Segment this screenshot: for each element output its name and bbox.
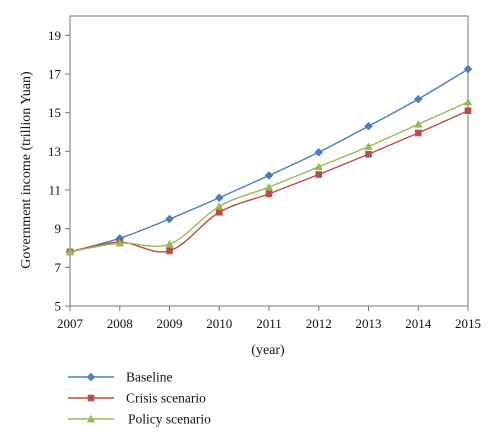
legend-label: Policy scenario [128, 412, 211, 427]
y-tick-label: 13 [48, 144, 61, 159]
series-policy-scenario [65, 97, 473, 256]
data-point [165, 214, 174, 224]
data-point [215, 202, 224, 210]
x-tick-label: 2013 [356, 316, 382, 331]
legend-label: Baseline [126, 370, 173, 385]
data-point [464, 107, 472, 115]
y-tick-label: 17 [48, 67, 62, 82]
x-tick-label: 2009 [157, 316, 183, 331]
legend-marker [86, 372, 96, 382]
data-point [214, 193, 224, 203]
y-tick-label: 5 [55, 299, 62, 314]
x-tick-label: 2015 [455, 316, 481, 331]
data-point [264, 171, 274, 180]
data-point [364, 142, 373, 150]
x-tick-label: 2012 [306, 316, 332, 331]
x-tick-label: 2014 [405, 316, 432, 331]
data-point [215, 208, 223, 216]
series-line [69, 110, 469, 253]
plot-border [69, 15, 469, 307]
data-point [165, 239, 174, 248]
y-axis: 5 7 9 11 13 15 17 19 [48, 28, 70, 314]
data-point [264, 182, 274, 191]
y-axis-label: Government income (trillion Yuan) [19, 71, 34, 269]
y-tick-label: 15 [48, 105, 61, 120]
series-crisis-scenario [66, 107, 472, 256]
data-point [65, 247, 75, 256]
x-tick-label: 2011 [256, 316, 282, 331]
data-point [314, 147, 324, 157]
data-point [314, 162, 323, 171]
plot-area [69, 15, 469, 307]
legend-label: Crisis scenario [126, 391, 206, 406]
series-baseline [65, 64, 473, 257]
data-point [414, 129, 422, 137]
legend: Baseline Crisis scenario Policy scenario [68, 370, 211, 427]
y-tick-label: 9 [55, 221, 62, 236]
y-tick-label: 7 [55, 260, 62, 275]
x-tick-label: 2010 [206, 316, 232, 331]
data-point [115, 238, 124, 247]
data-point [364, 121, 373, 131]
x-tick-label: 2007 [57, 316, 84, 331]
data-point [414, 120, 423, 128]
series-line [69, 68, 469, 253]
y-tick-label: 11 [48, 183, 61, 198]
data-point [166, 247, 173, 255]
data-point [463, 97, 473, 106]
data-point [265, 190, 273, 198]
data-point [463, 64, 473, 74]
x-axis: 2007 2008 2009 2010 2011 2012 2013 2014 2015 [57, 306, 481, 331]
legend-marker [86, 414, 96, 423]
x-tick-label: 2008 [107, 316, 133, 331]
x-axis-label: (year) [251, 343, 285, 358]
data-point [315, 171, 323, 178]
data-point [413, 94, 423, 104]
y-tick-label: 19 [48, 28, 61, 43]
data-point [365, 150, 372, 158]
series-layer [65, 64, 473, 257]
legend-marker [87, 394, 95, 402]
